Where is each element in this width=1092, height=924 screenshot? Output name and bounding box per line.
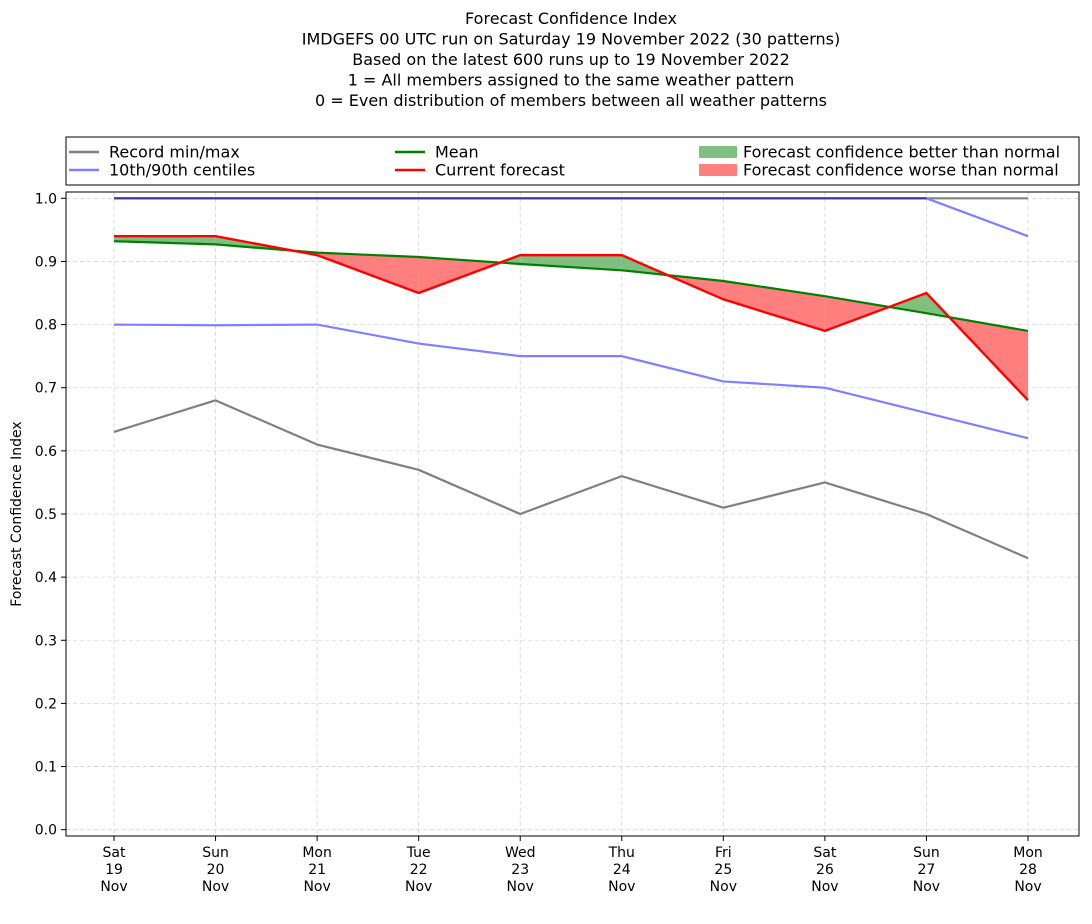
y-axis-label: Forecast Confidence Index [9, 421, 25, 606]
fill-better-0 [114, 236, 216, 245]
y-tick-label-4: 0.4 [35, 570, 57, 586]
y-tick-label-9: 0.9 [35, 254, 57, 270]
x-tick-label-0-0: Sat [103, 845, 126, 861]
fill-worse-3a [418, 257, 501, 294]
x-tick-label-7-2: Nov [811, 879, 838, 895]
fill-better-4 [520, 255, 622, 271]
legend-label-5: Forecast confidence worse than normal [743, 161, 1059, 180]
x-tick-label-5-1: 24 [613, 862, 631, 878]
title-line-0: Forecast Confidence Index [465, 9, 677, 28]
chart-title: Forecast Confidence Index IMDGEFS 00 UTC … [302, 9, 841, 110]
legend-box [65, 136, 1080, 186]
x-tick-label-7-0: Sat [813, 845, 836, 861]
x-tick-label-0-1: 19 [105, 862, 123, 878]
x-tick-label-9-1: 28 [1019, 862, 1037, 878]
y-tick-label-3: 0.3 [35, 633, 57, 649]
y-tick-label-1: 0.1 [35, 760, 57, 776]
legend-label-0: Record min/max [109, 143, 240, 162]
x-tick-label-9-0: Mon [1013, 845, 1043, 861]
legend-swatch-5 [699, 164, 737, 176]
x-tick-label-8-1: 27 [918, 862, 936, 878]
x-tick-label-4-0: Wed [505, 845, 536, 861]
title-line-4: 0 = Even distribution of members between… [315, 91, 827, 110]
title-line-2: Based on the latest 600 runs up to 19 No… [352, 50, 790, 69]
x-tick-label-6-0: Fri [715, 845, 732, 861]
p10-line [113, 323, 1029, 440]
x-tick-label-8-0: Sun [913, 845, 940, 861]
y-tick-label-5: 0.5 [35, 507, 57, 523]
x-tick-label-5-0: Thu [608, 845, 635, 861]
x-tick-label-2-1: 21 [308, 862, 326, 878]
x-tick-label-6-1: 25 [714, 862, 732, 878]
axes: 0.00.10.20.30.40.50.60.70.80.91.0Sat19No… [9, 191, 1080, 895]
y-tick-label-6: 0.6 [35, 444, 57, 460]
x-tick-label-1-1: 20 [207, 862, 225, 878]
x-tick-label-3-1: 22 [410, 862, 428, 878]
legend-label-1: 10th/90th centiles [109, 161, 255, 180]
title-line-1: IMDGEFS 00 UTC run on Saturday 19 Novemb… [302, 30, 841, 49]
legend-label-2: Mean [435, 143, 479, 162]
y-tick-label-10: 1.0 [35, 191, 57, 207]
p90-line [114, 197, 1029, 238]
y-tick-label-7: 0.7 [35, 381, 57, 397]
x-tick-label-4-2: Nov [507, 879, 534, 895]
legend-label-3: Current forecast [435, 161, 565, 180]
current-forecast-line [114, 234, 1029, 402]
y-tick-label-8: 0.8 [35, 318, 57, 334]
x-tick-label-2-2: Nov [303, 879, 330, 895]
y-tick-label-0: 0.0 [35, 823, 57, 839]
x-tick-label-4-1: 23 [511, 862, 529, 878]
x-tick-label-3-0: Tue [406, 845, 431, 861]
legend-swatch-4 [699, 146, 737, 158]
series-lines [113, 197, 1029, 560]
x-tick-label-8-2: Nov [913, 879, 940, 895]
x-tick-label-2-0: Mon [302, 845, 332, 861]
y-tick-label-2: 0.2 [35, 696, 57, 712]
x-tick-label-1-2: Nov [202, 879, 229, 895]
x-tick-label-3-2: Nov [405, 879, 432, 895]
x-tick-label-5-2: Nov [608, 879, 635, 895]
mean-line [113, 240, 1029, 332]
x-tick-label-6-2: Nov [710, 879, 737, 895]
confidence-fills [114, 236, 1028, 401]
title-line-3: 1 = All members assigned to the same wea… [348, 71, 795, 90]
x-tick-label-9-2: Nov [1014, 879, 1041, 895]
x-tick-label-7-1: 26 [816, 862, 834, 878]
record-min-line [113, 399, 1029, 560]
x-tick-label-0-2: Nov [100, 879, 127, 895]
legend-label-4: Forecast confidence better than normal [743, 143, 1060, 162]
x-tick-label-1-0: Sun [202, 845, 229, 861]
